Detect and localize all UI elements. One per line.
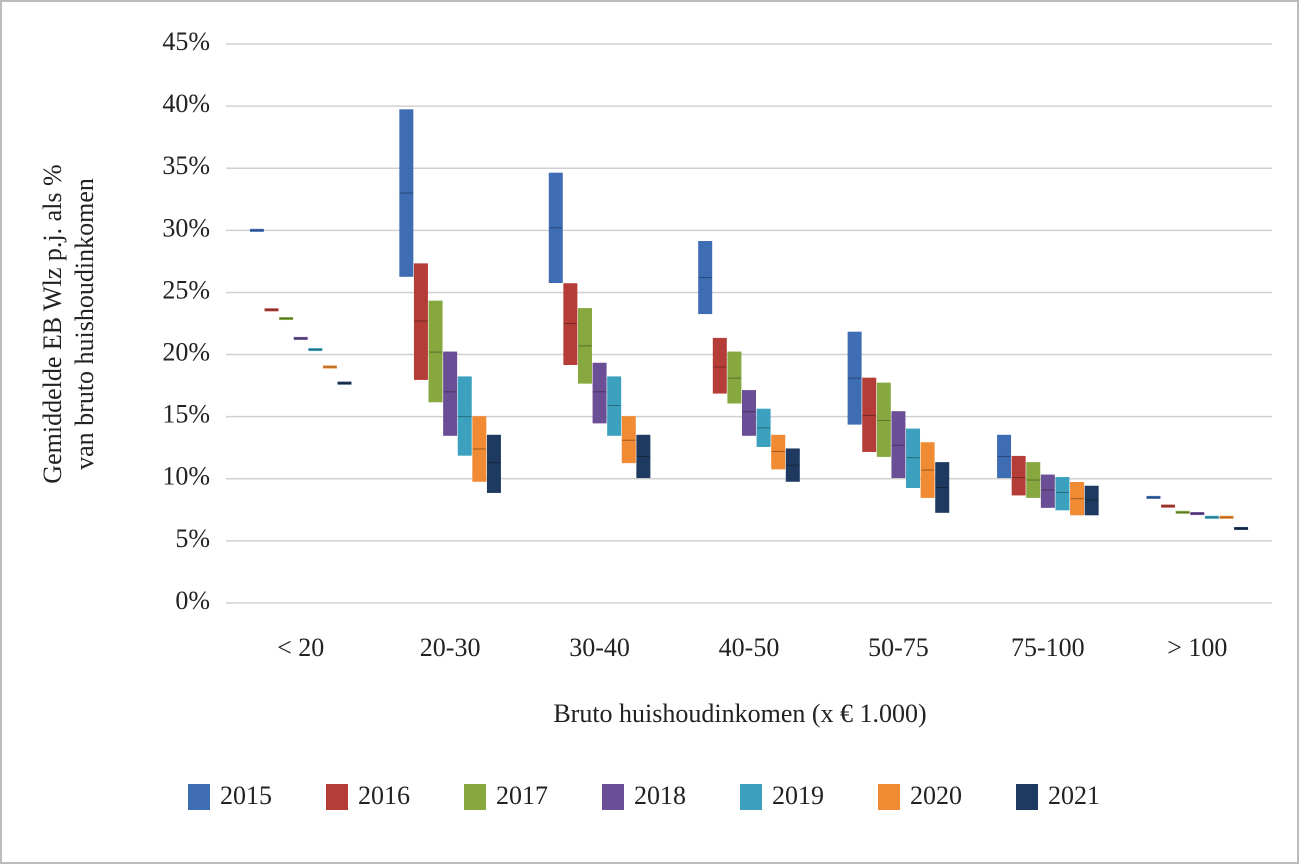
- range-bar: [337, 381, 352, 385]
- y-tick-label: 45%: [162, 27, 210, 56]
- y-tick-label: 20%: [162, 338, 210, 367]
- range-bar: [428, 300, 443, 403]
- legend-label: 2017: [496, 781, 548, 810]
- range-bar: [920, 442, 935, 498]
- y-tick-label: 30%: [162, 213, 210, 242]
- range-bar: [413, 263, 428, 380]
- legend-swatch: [740, 784, 762, 810]
- legend-swatch: [188, 784, 210, 810]
- y-tick-label: 40%: [162, 89, 210, 118]
- x-axis-title: Bruto huishoudinkomen (x € 1.000): [553, 699, 926, 728]
- range-bar: [1055, 477, 1070, 511]
- range-bar: [472, 416, 487, 482]
- range-bar: [712, 337, 727, 394]
- range-bar: [785, 448, 800, 482]
- legend-swatch: [878, 784, 900, 810]
- range-bar: [1234, 526, 1249, 530]
- range-bar: [457, 376, 472, 456]
- range-bar: [1011, 455, 1026, 496]
- range-bar: [876, 382, 891, 457]
- range-bar: [486, 434, 501, 493]
- range-bar: [563, 283, 578, 365]
- range-bar: [607, 376, 622, 436]
- range-bar: [577, 308, 592, 384]
- range-bar: [1204, 515, 1219, 519]
- legend-label: 2018: [634, 781, 686, 810]
- range-bar: [1070, 482, 1085, 516]
- legend-swatch: [464, 784, 486, 810]
- range-bar: [1040, 474, 1055, 508]
- x-tick-label: 40-50: [719, 633, 780, 662]
- range-bar: [771, 434, 786, 470]
- legend-swatch: [602, 784, 624, 810]
- y-axis-title-line: Gemiddelde EB Wlz p.j. als %: [38, 164, 67, 483]
- x-tick-label: > 100: [1167, 633, 1227, 662]
- y-axis-title: Gemiddelde EB Wlz p.j. als % van bruto h…: [38, 164, 99, 483]
- range-bar: [308, 348, 323, 352]
- range-bar: [935, 462, 950, 513]
- range-bar: [997, 434, 1012, 479]
- range-bar: [1084, 485, 1099, 516]
- range-bar: [621, 416, 636, 464]
- range-bar: [548, 172, 563, 284]
- range-bar: [847, 331, 862, 425]
- range-bar: [322, 365, 337, 369]
- legend-label: 2019: [772, 781, 824, 810]
- x-tick-label: 30-40: [569, 633, 630, 662]
- range-bar: [891, 411, 906, 479]
- y-tick-label: 10%: [162, 462, 210, 491]
- range-bar: [264, 308, 279, 312]
- range-bar: [742, 390, 756, 436]
- range-bar: [249, 228, 264, 232]
- range-bar: [727, 351, 742, 404]
- range-bar: [1219, 515, 1234, 519]
- range-bar: [1146, 495, 1161, 499]
- range-bar: [592, 362, 607, 424]
- range-bar: [399, 109, 414, 277]
- range-bar: [1190, 512, 1205, 516]
- range-bar: [906, 428, 921, 488]
- legend-label: 2020: [910, 781, 962, 810]
- range-bar: [636, 434, 651, 479]
- y-tick-label: 0%: [175, 586, 210, 615]
- legend-swatch: [1016, 784, 1038, 810]
- range-bar: [698, 241, 713, 315]
- y-tick-label: 15%: [162, 400, 210, 429]
- legend-label: 2021: [1048, 781, 1100, 810]
- legend-swatch: [326, 784, 348, 810]
- range-bar: [279, 317, 294, 321]
- y-tick-label: 5%: [175, 524, 210, 553]
- x-tick-label: 75-100: [1011, 633, 1085, 662]
- range-bar: [443, 351, 458, 436]
- y-tick-label: 35%: [162, 151, 210, 180]
- range-bar: [862, 377, 877, 452]
- range-bar: [1161, 504, 1176, 508]
- y-tick-label: 25%: [162, 275, 210, 304]
- x-tick-label: 50-75: [868, 633, 929, 662]
- legend-label: 2016: [358, 781, 410, 810]
- y-axis-title-line: van bruto huishoudinkomen: [70, 178, 99, 470]
- range-bar: [1026, 462, 1041, 498]
- x-tick-label: < 20: [277, 633, 324, 662]
- range-bar: [1175, 510, 1190, 514]
- range-bar: [756, 408, 771, 447]
- range-bar: [293, 336, 308, 340]
- x-tick-label: 20-30: [420, 633, 481, 662]
- legend-label: 2015: [220, 781, 272, 810]
